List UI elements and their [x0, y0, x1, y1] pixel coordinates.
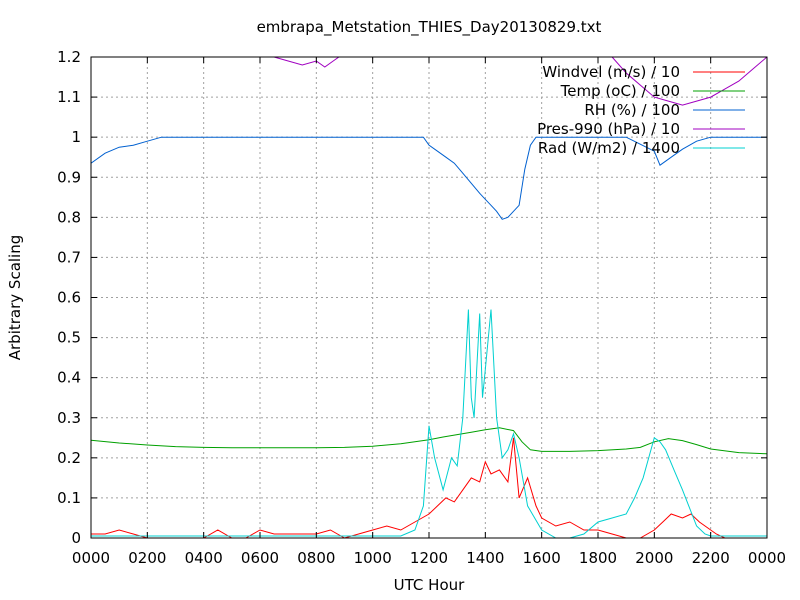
y-axis-title: Arbitrary Scaling: [6, 235, 24, 361]
x-tick-label: 1800: [579, 549, 617, 567]
legend-label: Windvel (m/s) / 10: [542, 63, 680, 81]
x-axis-title: UTC Hour: [394, 576, 465, 594]
x-tick-label: 1600: [523, 549, 561, 567]
legend-label: Temp (oC) / 100: [560, 82, 680, 100]
x-tick-label: 2000: [635, 549, 673, 567]
x-tick-label: 0200: [128, 549, 166, 567]
series-line-2: [91, 136, 767, 220]
x-tick-label: 0000: [72, 549, 110, 567]
plot-frame: [90, 56, 768, 539]
x-tick-label: 0000: [748, 549, 786, 567]
y-tick-label: 0.5: [57, 329, 81, 347]
x-tick-label: 1200: [410, 549, 448, 567]
x-tick-label: 0600: [241, 549, 279, 567]
legend-label: Pres-990 (hPa) / 10: [537, 120, 680, 138]
series-line-4: [91, 309, 767, 538]
y-tick-label: 0.3: [57, 409, 81, 427]
y-tick-label: 1: [71, 128, 81, 146]
plot-area: [91, 57, 767, 538]
y-tick-label: 0.8: [57, 208, 81, 226]
y-tick-label: 0.2: [57, 449, 81, 467]
y-tick-label: 0.1: [57, 489, 81, 507]
x-tick-label: 1000: [354, 549, 392, 567]
series-line-0: [91, 437, 767, 538]
y-tick-label: 0.4: [57, 369, 81, 387]
chart-title: embrapa_Metstation_THIES_Day20130829.txt: [257, 18, 602, 37]
y-tick-label: 0: [71, 529, 81, 547]
x-tick-label: 0400: [185, 549, 223, 567]
y-tick-label: 0.9: [57, 168, 81, 186]
series-line-3: [272, 57, 767, 106]
y-tick-label: 1.1: [57, 88, 81, 106]
legend-label: RH (%) / 100: [584, 101, 680, 119]
x-tick-label: 1400: [466, 549, 504, 567]
y-tick-label: 0.6: [57, 289, 81, 307]
y-tick-label: 0.7: [57, 248, 81, 266]
x-tick-label: 2200: [692, 549, 730, 567]
axes: 0 0.1 0.2 0.3 0.4 0.5 0.6 0.7 0.8 0.9 1 1.1 1.2 0000 0…: [57, 48, 786, 567]
x-tick-label: 0800: [297, 549, 335, 567]
y-tick-label: 1.2: [57, 48, 81, 66]
legend-label: Rad (W/m2) / 1400: [538, 139, 680, 157]
series-line-1: [91, 427, 767, 455]
